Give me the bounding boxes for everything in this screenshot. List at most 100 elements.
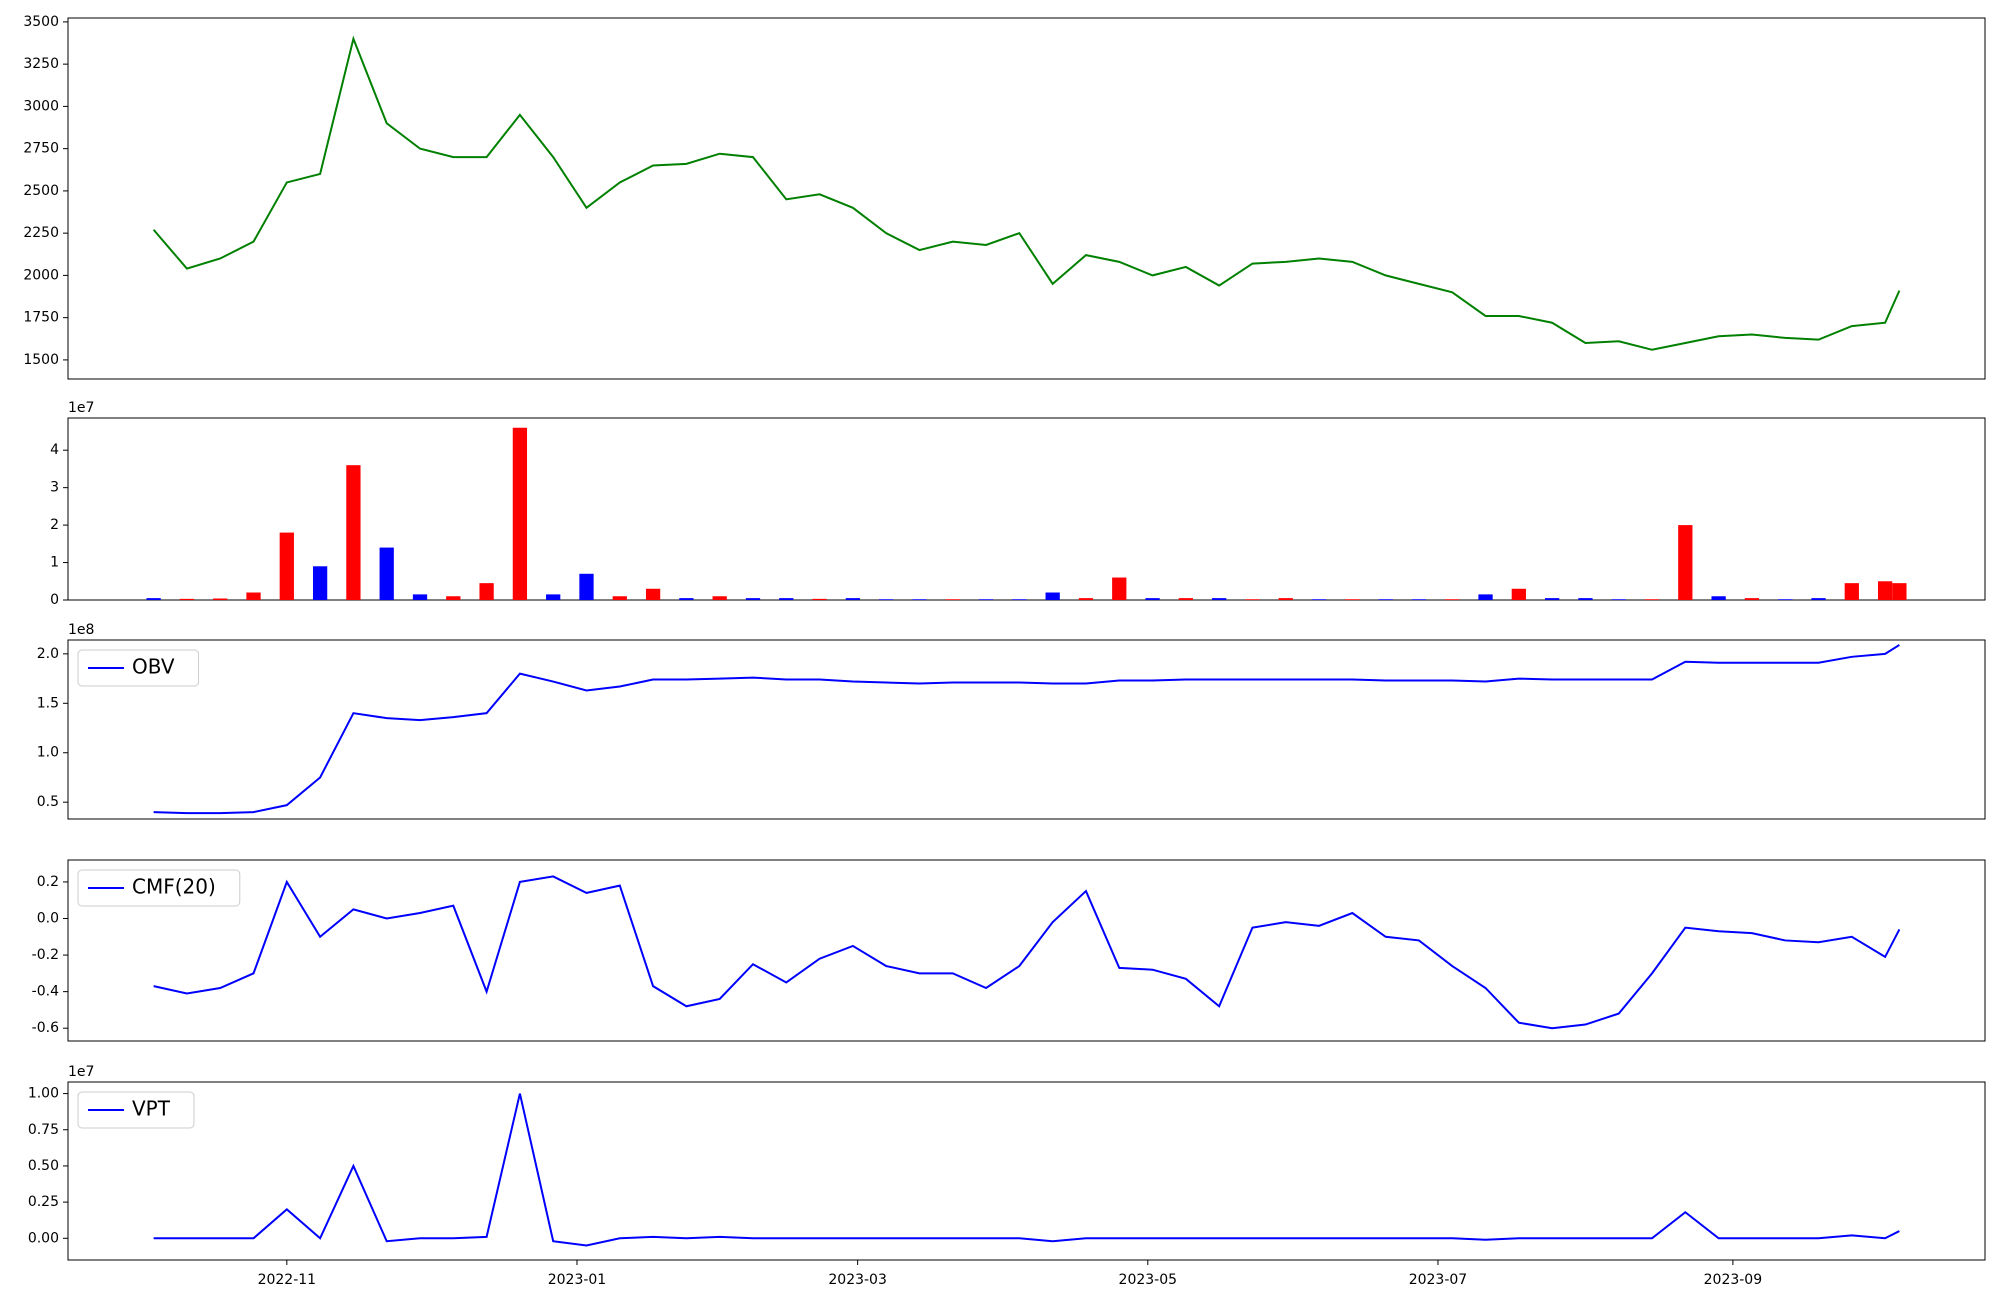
volume-bar bbox=[279, 532, 294, 600]
volume-bar bbox=[379, 547, 394, 600]
volume-bar bbox=[712, 596, 727, 600]
volume-bar bbox=[1012, 599, 1027, 600]
volume-bar bbox=[346, 465, 361, 600]
volume-bar bbox=[1411, 599, 1427, 600]
y-tick-label: -0.2 bbox=[32, 947, 59, 963]
plot-frame bbox=[67, 859, 1986, 1042]
volume-bar bbox=[412, 594, 428, 600]
y-tick-label: 2250 bbox=[23, 225, 59, 241]
volume-bar bbox=[1892, 583, 1907, 600]
x-tick-label: 2023-05 bbox=[1119, 1272, 1178, 1288]
x-tick-label: 2023-09 bbox=[1704, 1272, 1763, 1288]
y-tick-label: 4 bbox=[50, 442, 59, 458]
offset-label: 1e7 bbox=[68, 400, 94, 416]
legend: OBV bbox=[77, 649, 200, 687]
x-tick-label: 2023-01 bbox=[548, 1272, 607, 1288]
y-tick-label: 1500 bbox=[23, 352, 59, 368]
volume-bar bbox=[1811, 598, 1826, 600]
y-tick-label: -0.6 bbox=[32, 1020, 59, 1036]
data-line bbox=[153, 1093, 1900, 1247]
volume-bar bbox=[1311, 599, 1327, 600]
volume-bar bbox=[845, 598, 861, 600]
y-tick-label: 0.25 bbox=[28, 1194, 59, 1210]
data-line bbox=[153, 644, 1900, 815]
volume-bar bbox=[446, 596, 461, 600]
volume-bar bbox=[546, 594, 561, 600]
volume-bar bbox=[1678, 525, 1693, 600]
volume-bar bbox=[1178, 598, 1193, 600]
x-tick-label: 2022-11 bbox=[258, 1272, 317, 1288]
volume-bar bbox=[1611, 599, 1626, 600]
y-tick-label: -0.4 bbox=[32, 984, 59, 1000]
volume-bar bbox=[579, 573, 594, 600]
y-tick-label: 0.50 bbox=[28, 1158, 59, 1174]
volume-bar bbox=[1844, 583, 1859, 600]
volume-bar bbox=[1478, 594, 1493, 600]
legend-label: CMF(20) bbox=[132, 875, 216, 899]
panel: -0.6 -0.4 -0.2 0.0 0.2 CMF(20) bbox=[32, 859, 1986, 1042]
legend-box bbox=[77, 649, 200, 687]
volume-bar bbox=[213, 598, 228, 600]
plot-frame bbox=[67, 639, 1986, 820]
legend-box bbox=[77, 869, 241, 907]
volume-bar bbox=[1145, 598, 1160, 600]
legend-label: OBV bbox=[132, 655, 175, 679]
volume-bar bbox=[246, 592, 261, 600]
panel: 0.00 0.25 0.50 0.75 1.00 2022-11 2023-01 2023-0… bbox=[28, 1064, 1986, 1288]
volume-bar bbox=[1778, 599, 1793, 600]
y-tick-label: 3500 bbox=[23, 14, 59, 30]
y-tick-label: 0.5 bbox=[37, 794, 59, 810]
y-tick-label: 3000 bbox=[23, 98, 59, 114]
y-tick-label: 0.75 bbox=[28, 1122, 59, 1138]
panel: 0.5 1.0 1.5 2.0 1e8 OBV bbox=[37, 622, 1986, 820]
offset-label: 1e8 bbox=[68, 622, 94, 638]
volume-bar bbox=[1877, 581, 1893, 600]
volume-bar bbox=[812, 598, 827, 600]
offset-label: 1e7 bbox=[68, 1064, 94, 1080]
y-tick-label: 1.0 bbox=[37, 745, 59, 761]
panel: 1500 1750 2000 2250 2500 2750 3000 3250 3500 bbox=[23, 14, 1986, 380]
y-tick-label: 1.00 bbox=[28, 1086, 59, 1102]
y-tick-label: 3250 bbox=[23, 56, 59, 72]
y-tick-label: 0.2 bbox=[37, 874, 59, 890]
volume-bar bbox=[1644, 599, 1660, 600]
legend-label: VPT bbox=[132, 1097, 171, 1121]
volume-bar bbox=[779, 598, 794, 600]
data-line bbox=[152, 35, 1901, 351]
x-tick-label: 2023-07 bbox=[1409, 1272, 1468, 1288]
panel: 0 1 2 3 4 1e7 bbox=[50, 400, 1986, 608]
legend: VPT bbox=[77, 1091, 195, 1129]
volume-bar bbox=[1544, 598, 1560, 600]
volume-bar bbox=[179, 598, 195, 600]
y-tick-label: 0.00 bbox=[28, 1230, 59, 1246]
y-tick-label: 2750 bbox=[23, 141, 59, 157]
volume-bar bbox=[479, 583, 494, 600]
volume-bar bbox=[679, 598, 694, 600]
x-tick-label: 2023-03 bbox=[828, 1272, 887, 1288]
volume-bar bbox=[1212, 598, 1227, 600]
volume-bar bbox=[1078, 598, 1094, 600]
volume-bar bbox=[1278, 598, 1293, 600]
volume-bar bbox=[146, 598, 161, 600]
volume-bar bbox=[945, 599, 960, 600]
y-tick-label: 2000 bbox=[23, 267, 59, 283]
y-tick-label: 2500 bbox=[23, 183, 59, 199]
volume-bar bbox=[1045, 592, 1060, 600]
volume-bar bbox=[912, 599, 927, 600]
volume-bar bbox=[512, 427, 528, 600]
y-tick-label: 0.0 bbox=[37, 911, 59, 927]
volume-bar bbox=[1378, 599, 1393, 600]
volume-bar bbox=[1445, 599, 1460, 600]
volume-bar bbox=[1511, 588, 1526, 600]
volume-bar bbox=[1345, 599, 1360, 600]
volume-bar bbox=[978, 599, 994, 600]
volume-bar bbox=[1112, 577, 1127, 600]
plot-frame bbox=[67, 1081, 1986, 1261]
volume-bar bbox=[312, 566, 328, 600]
volume-bar bbox=[612, 596, 627, 600]
volume-bar bbox=[1711, 596, 1726, 600]
volume-bar bbox=[745, 598, 761, 600]
data-line bbox=[153, 875, 1901, 1030]
volume-bar bbox=[645, 588, 661, 600]
